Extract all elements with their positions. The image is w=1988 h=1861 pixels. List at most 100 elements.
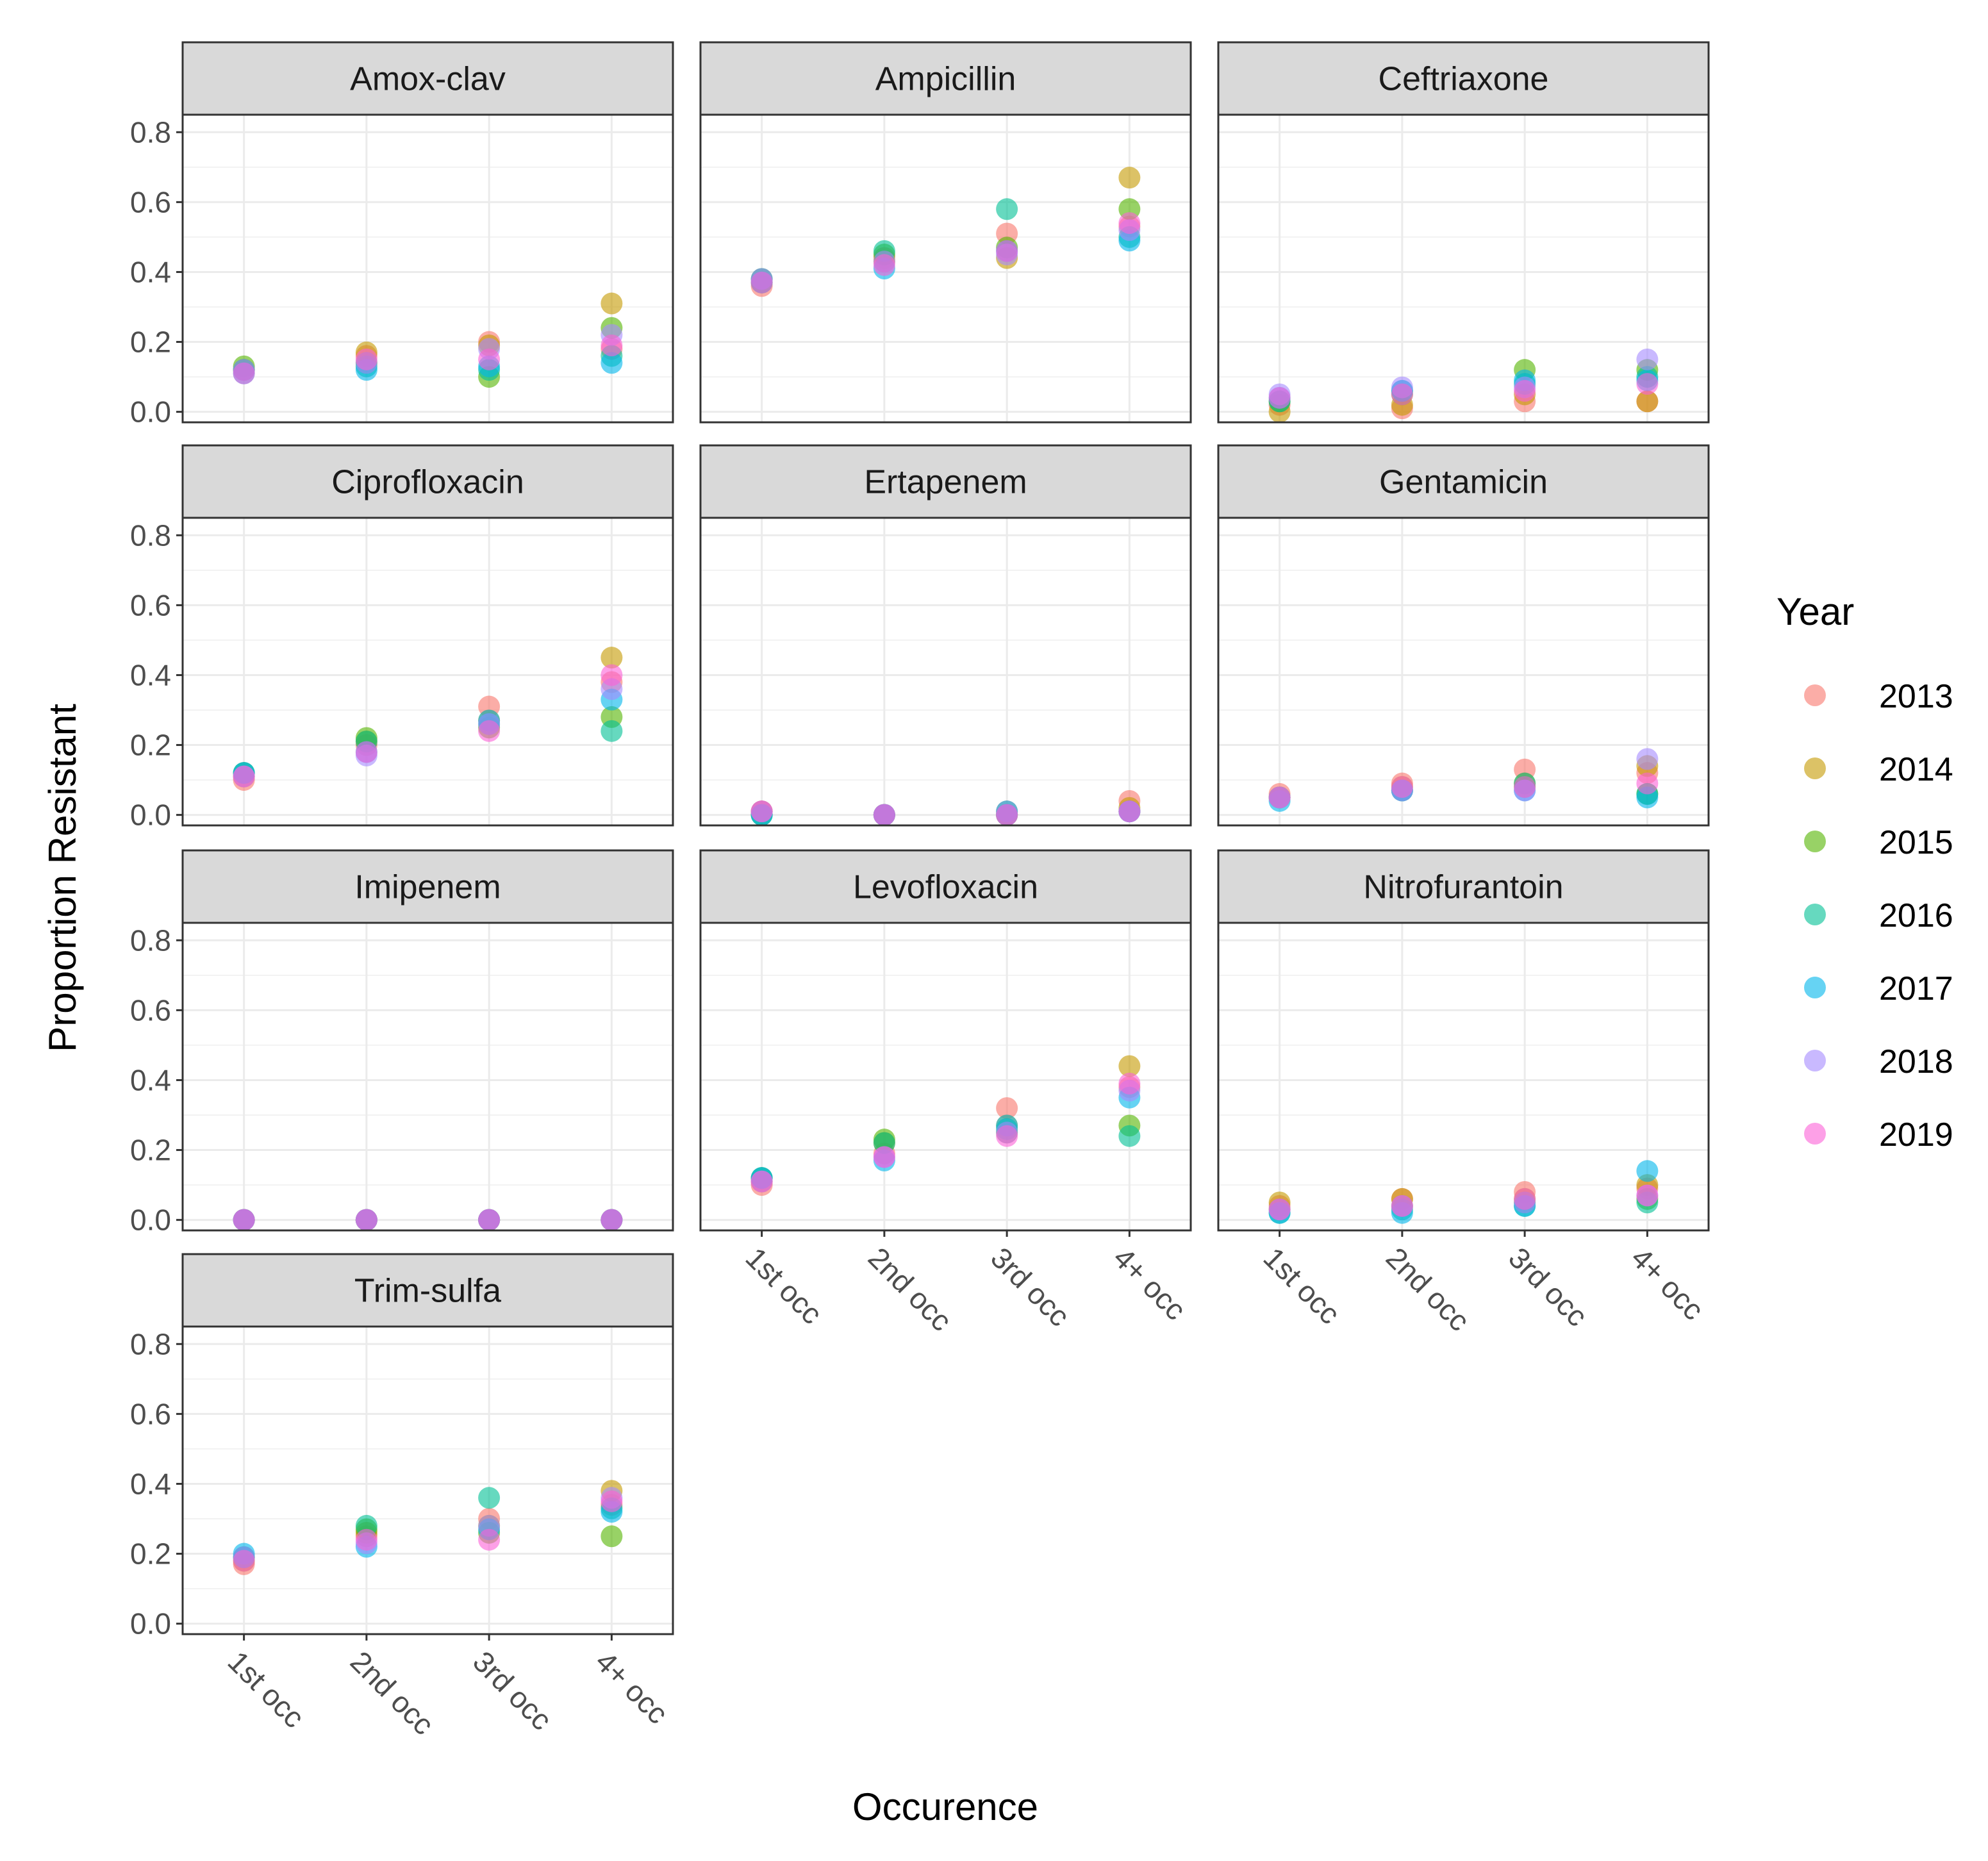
facet-panel-nitrofurantoin: Nitrofurantoin 1st occ 2nd occ 3rd occ 4+ oc… xyxy=(1217,849,1711,1337)
y-tick-label: 0.2 xyxy=(130,729,171,762)
data-point-2019 xyxy=(1268,1198,1291,1221)
panel-background xyxy=(1218,518,1709,825)
data-point-2014 xyxy=(1636,390,1659,413)
facet-panel-imipenem: Imipenem 0.0 0.2 0.4 0.6 0.8 xyxy=(130,849,674,1237)
facet-strip xyxy=(699,849,1192,924)
data-point-2019 xyxy=(478,1528,501,1551)
data-point-2019 xyxy=(1118,1072,1141,1095)
legend-label: 2015 xyxy=(1879,824,1953,861)
y-tick-label: 0.8 xyxy=(130,1327,171,1361)
legend-key xyxy=(1804,904,1826,925)
data-point-2019 xyxy=(750,271,773,294)
data-point-2018 xyxy=(1636,748,1659,770)
panel-border xyxy=(1217,113,1710,424)
facet-strip-label: Ampicillin xyxy=(875,61,1016,98)
panel-border xyxy=(699,922,1192,1232)
y-tick-label: 0.6 xyxy=(130,1397,171,1430)
data-point-2013 xyxy=(996,1097,1018,1120)
data-point-2019 xyxy=(996,1125,1018,1147)
facet-panel-levofloxacin: Levofloxacin 1st occ 2nd occ 3rd occ 4+ occ xyxy=(699,849,1193,1337)
facet-strip xyxy=(181,1253,674,1328)
data-point-2019 xyxy=(873,254,895,276)
data-point-2019 xyxy=(601,335,623,356)
data-point-2019 xyxy=(233,362,255,385)
data-point-2019 xyxy=(1268,786,1291,809)
panel-background xyxy=(700,923,1191,1230)
data-point-2016 xyxy=(996,198,1018,220)
y-tick-label: 0.8 xyxy=(130,923,171,957)
y-tick-label: 0.4 xyxy=(130,658,171,691)
panel-border xyxy=(1217,517,1710,827)
data-point-2019 xyxy=(478,720,501,742)
data-point-2019 xyxy=(1118,800,1141,823)
data-point-2019 xyxy=(601,1490,623,1512)
legend-label: 2016 xyxy=(1879,897,1953,934)
data-point-2014 xyxy=(601,647,623,669)
x-tick-label: 2nd occ xyxy=(344,1644,441,1741)
legend-key xyxy=(1804,757,1826,779)
panel-background xyxy=(700,115,1191,422)
data-point-2019 xyxy=(873,804,895,826)
data-point-2019 xyxy=(233,765,255,788)
data-point-2016 xyxy=(601,720,623,742)
legend-key xyxy=(1804,684,1826,706)
data-point-2019 xyxy=(233,1550,255,1572)
facet-strip xyxy=(1217,444,1710,519)
x-tick-label: 3rd occ xyxy=(1502,1241,1594,1332)
data-point-2019 xyxy=(601,1209,623,1231)
legend-title: Year xyxy=(1777,590,1854,633)
legend-label: 2018 xyxy=(1879,1043,1953,1080)
data-point-2017 xyxy=(1636,1160,1659,1182)
y-tick-label: 0.4 xyxy=(130,1063,171,1096)
data-point-2019 xyxy=(1514,1187,1536,1210)
facet-strip-label: Levofloxacin xyxy=(853,869,1038,906)
y-tick-label: 0.4 xyxy=(130,255,171,288)
legend-item-2019: 2019 xyxy=(1804,1116,1953,1154)
data-point-2014 xyxy=(601,292,623,315)
data-point-2019 xyxy=(1268,386,1291,409)
data-point-2014 xyxy=(1118,167,1141,189)
x-tick-label: 2nd occ xyxy=(1380,1241,1477,1337)
facet-panel-ampicillin: Ampicillin xyxy=(699,41,1192,424)
legend-label: 2014 xyxy=(1879,751,1953,788)
x-tick-label: 2nd occ xyxy=(862,1241,959,1337)
data-point-2016 xyxy=(1118,1125,1141,1147)
data-point-2019 xyxy=(1514,776,1536,798)
facet-strip xyxy=(181,444,674,519)
y-tick-label: 0.8 xyxy=(130,518,171,552)
data-point-2016 xyxy=(478,1487,501,1509)
facet-strip xyxy=(699,41,1192,116)
y-tick-label: 0.8 xyxy=(130,115,171,149)
facet-strip xyxy=(181,41,674,116)
data-point-2019 xyxy=(1118,212,1141,235)
data-point-2019 xyxy=(1391,776,1413,798)
y-tick-label: 0.6 xyxy=(130,185,171,219)
panel-background xyxy=(183,923,673,1230)
data-point-2019 xyxy=(478,348,501,370)
facet-strip-label: Trim-sulfa xyxy=(354,1273,501,1310)
data-point-2019 xyxy=(1636,373,1659,395)
panel-border xyxy=(181,517,674,827)
data-point-2019 xyxy=(355,1209,377,1231)
legend-key xyxy=(1804,1123,1826,1145)
facet-strip-label: Amox-clav xyxy=(350,61,506,98)
facet-strip-label: Nitrofurantoin xyxy=(1363,869,1563,906)
panel-border xyxy=(181,922,674,1232)
x-tick-label: 1st occ xyxy=(222,1644,311,1734)
legend-key xyxy=(1804,977,1826,998)
panel-border xyxy=(699,517,1192,827)
data-point-2019 xyxy=(1391,383,1413,406)
y-axis-title: Proportion Resistant xyxy=(41,704,84,1052)
y-tick-label: 0.6 xyxy=(130,588,171,622)
panel-background xyxy=(183,115,673,422)
facet-panel-gentamicin: Gentamicin xyxy=(1217,444,1710,827)
legend-item-2015: 2015 xyxy=(1804,824,1953,861)
legend-label: 2013 xyxy=(1879,678,1953,715)
data-point-2019 xyxy=(1636,1184,1659,1207)
legend-item-2016: 2016 xyxy=(1804,897,1953,934)
x-axis-title: Occurence xyxy=(852,1785,1038,1828)
y-tick-label: 0.2 xyxy=(130,326,171,359)
data-point-2019 xyxy=(355,741,377,763)
